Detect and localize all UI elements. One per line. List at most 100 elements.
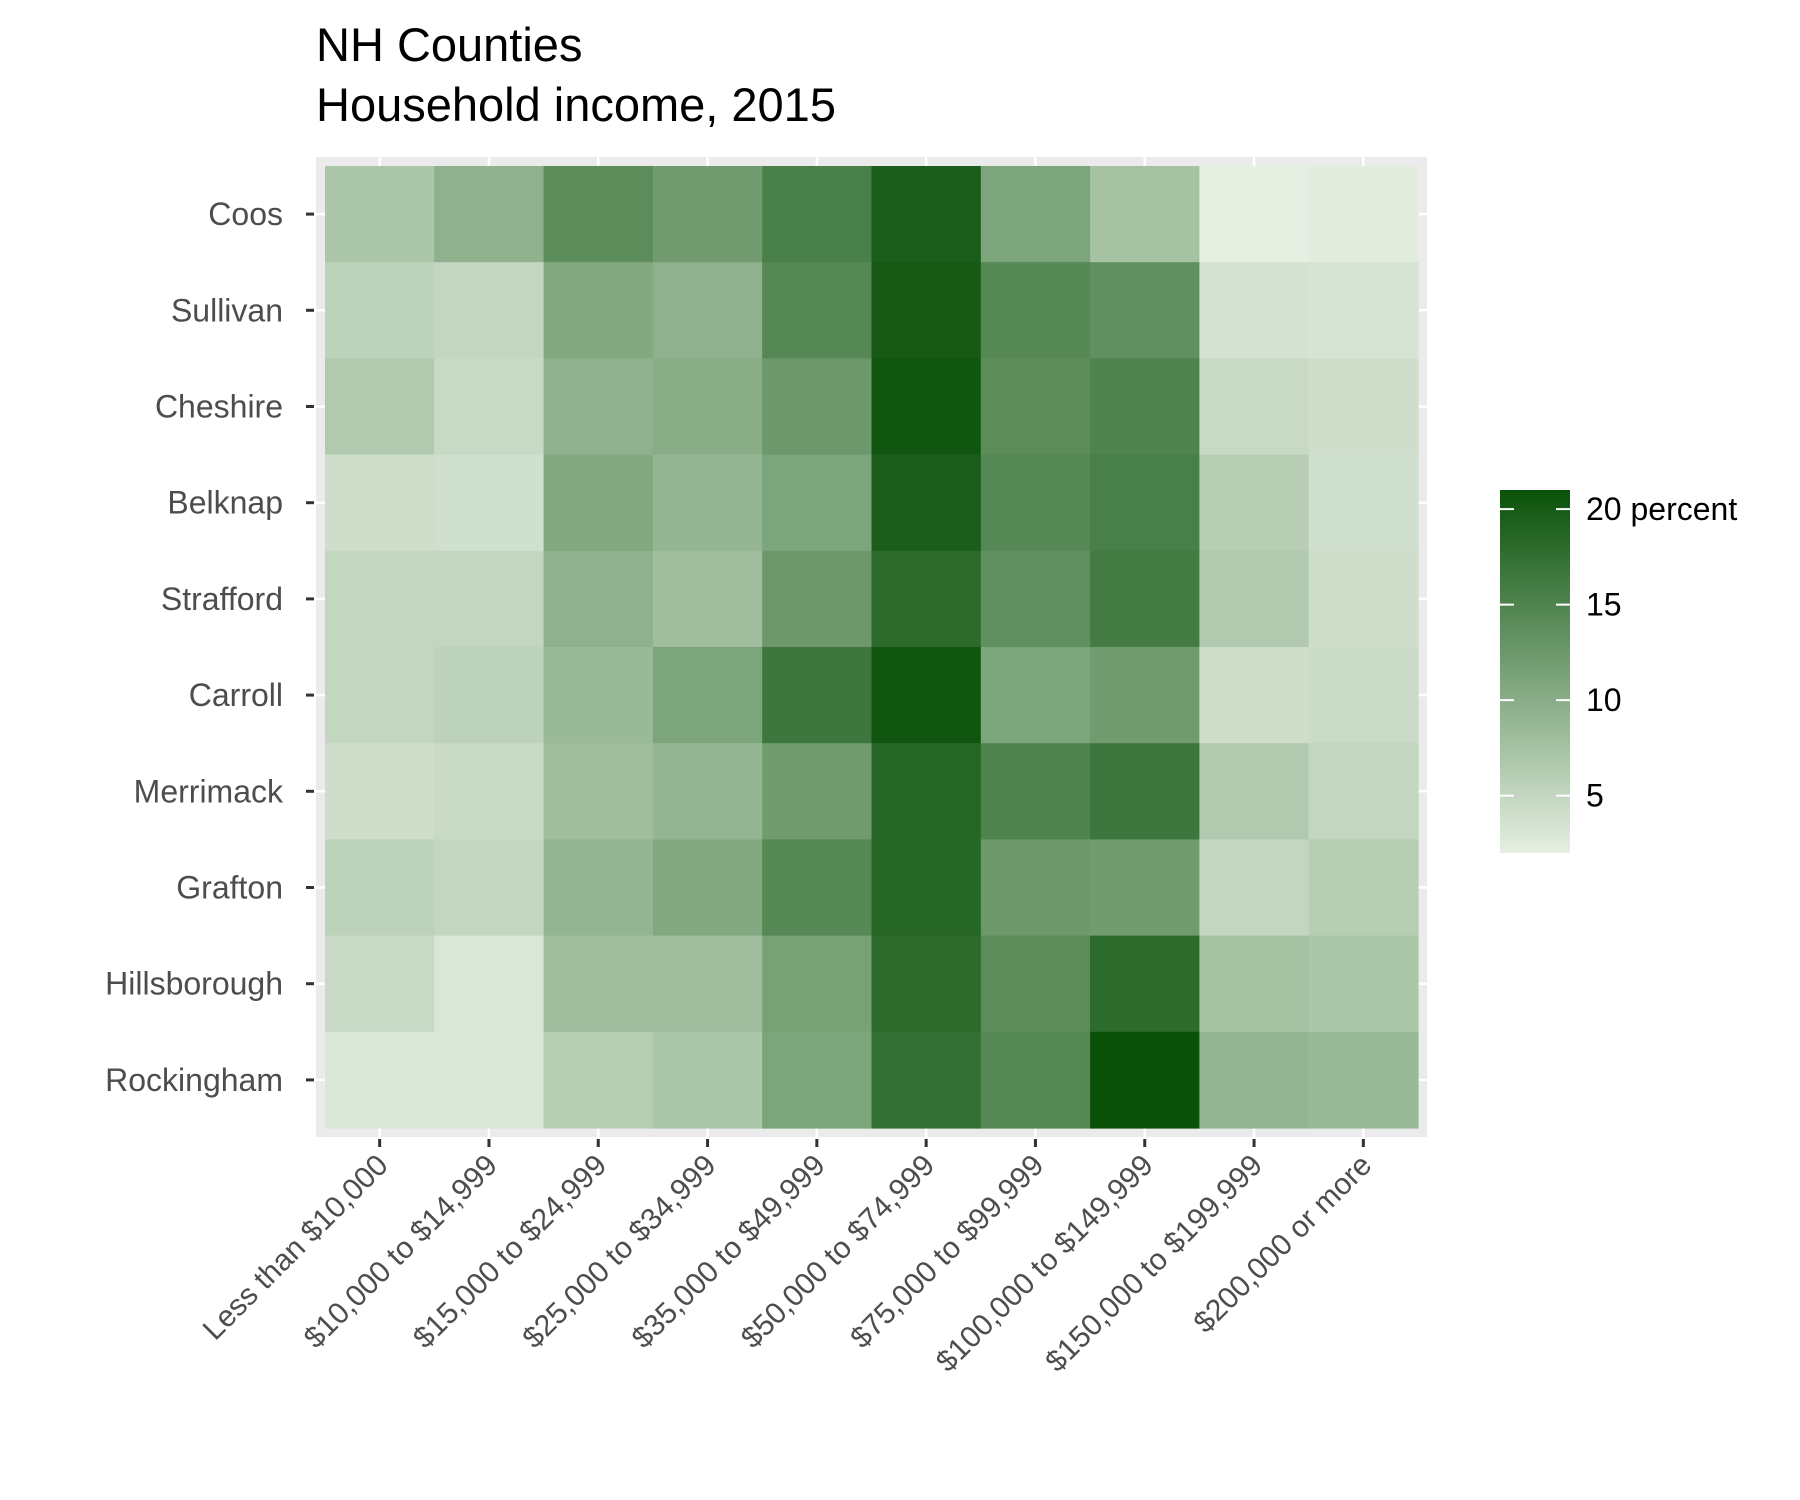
x-tick-label: $75,000 to $99,999: [844, 1149, 1050, 1355]
heatmap-cell: [1308, 1031, 1419, 1129]
heatmap-cell: [1308, 358, 1419, 456]
heatmap-cell: [1308, 454, 1419, 552]
chart-subtitle: Household income, 2015: [316, 78, 836, 131]
heatmap-cell: [980, 262, 1091, 359]
heatmap-cell: [543, 935, 654, 1033]
x-tick-label: $35,000 to $49,999: [626, 1149, 832, 1355]
heatmap-cell: [1308, 839, 1419, 937]
heatmap-cell: [652, 647, 763, 744]
heatmap-cell: [871, 550, 982, 648]
heatmap-cell: [980, 550, 1091, 648]
heatmap-cell: [1090, 743, 1200, 840]
heatmap-cell: [325, 454, 435, 552]
heatmap-cell: [434, 1031, 545, 1129]
heatmap-cell: [762, 454, 873, 552]
heatmap-cell: [1199, 839, 1310, 937]
heatmap-cell: [871, 454, 982, 552]
heatmap-cell: [325, 262, 435, 359]
x-tick-label: $15,000 to $24,999: [407, 1149, 613, 1355]
heatmap-cell: [1090, 358, 1200, 456]
x-tick-label: $150,000 to $199,999: [1039, 1149, 1269, 1379]
heatmap-cell: [434, 262, 545, 359]
heatmap-cell: [1199, 358, 1310, 456]
heatmap-cell: [1090, 839, 1200, 937]
heatmap-cell: [762, 743, 873, 840]
heatmap-cell: [434, 647, 545, 744]
heatmap-cell: [1308, 743, 1419, 840]
heatmap-cell: [434, 743, 545, 840]
heatmap-cell: [1199, 166, 1310, 263]
heatmap-cell: [543, 743, 654, 840]
heatmap-cell: [434, 454, 545, 552]
y-tick-label: Belknap: [167, 485, 283, 521]
heatmap-cell: [652, 935, 763, 1033]
heatmap-cell: [652, 839, 763, 937]
heatmap-cell: [1308, 647, 1419, 744]
heatmap-cell: [762, 550, 873, 648]
y-tick-label: Strafford: [161, 581, 283, 617]
heatmap-cell: [1090, 935, 1200, 1033]
y-tick-label: Grafton: [176, 870, 283, 906]
heatmap-cell: [1308, 166, 1419, 263]
heatmap-cell: [1308, 935, 1419, 1033]
heatmap-cell: [980, 166, 1091, 263]
heatmap-cell: [871, 166, 982, 263]
heatmap-cell: [871, 647, 982, 744]
color-legend: 20 percent 15 10 5: [1500, 490, 1737, 853]
heatmap-cell: [652, 454, 763, 552]
heatmap-cell: [1199, 262, 1310, 359]
x-tick-label: Less than $10,000: [197, 1149, 395, 1347]
heatmap-cell: [325, 839, 435, 937]
heatmap-cell: [325, 935, 435, 1033]
heatmap-cell: [871, 743, 982, 840]
y-tick-label: Merrimack: [134, 773, 284, 809]
heatmap-cell: [980, 358, 1091, 456]
heatmap-cell: [980, 1031, 1091, 1129]
heatmap-cell: [325, 550, 435, 648]
heatmap-cell: [434, 935, 545, 1033]
heatmap-cell: [980, 454, 1091, 552]
heatmap-cell: [543, 262, 654, 359]
y-tick-label: Carroll: [189, 677, 283, 713]
heatmap-cell: [652, 358, 763, 456]
heatmap-cell: [434, 358, 545, 456]
y-tick-label: Hillsborough: [105, 966, 283, 1002]
x-tick-label: $100,000 to $149,999: [930, 1149, 1160, 1379]
heatmap-cell: [980, 743, 1091, 840]
heatmap-cell: [434, 550, 545, 648]
heatmap-cell: [434, 166, 545, 263]
heatmap-cell: [434, 839, 545, 937]
heatmap-cell: [762, 358, 873, 456]
heatmap-cell: [762, 166, 873, 263]
x-tick-label: $50,000 to $74,999: [735, 1149, 941, 1355]
heatmap-cell: [652, 550, 763, 648]
heatmap-cell: [652, 743, 763, 840]
heatmap-cell: [1090, 1031, 1200, 1129]
heatmap-cell: [871, 358, 982, 456]
heatmap-cell: [1090, 166, 1200, 263]
heatmap-cell: [762, 647, 873, 744]
heatmap-cell: [1090, 550, 1200, 648]
heatmap-cell: [652, 1031, 763, 1129]
y-tick-label: Sullivan: [171, 292, 283, 328]
heatmap-cell: [1199, 935, 1310, 1033]
heatmap-cell: [325, 743, 435, 840]
heatmap-cell: [1199, 550, 1310, 648]
legend-colorbar: [1500, 490, 1570, 853]
heatmap-cell: [1199, 743, 1310, 840]
heatmap-cell: [325, 1031, 435, 1129]
heatmap-cell: [980, 839, 1091, 937]
heatmap-cell: [652, 262, 763, 359]
x-tick-label: $25,000 to $34,999: [516, 1149, 722, 1355]
heatmap-cell: [543, 358, 654, 456]
heatmap-cell: [1199, 1031, 1310, 1129]
heatmap-cell: [1199, 647, 1310, 744]
heatmap-cell: [1090, 454, 1200, 552]
heatmap-cell: [325, 647, 435, 744]
heatmap-cell: [1308, 550, 1419, 648]
y-tick-label: Cheshire: [155, 389, 283, 425]
heatmap-cell: [543, 550, 654, 648]
legend-label: 15: [1586, 587, 1622, 623]
legend-label: 20 percent: [1586, 491, 1737, 527]
heatmap-cell: [1090, 262, 1200, 359]
